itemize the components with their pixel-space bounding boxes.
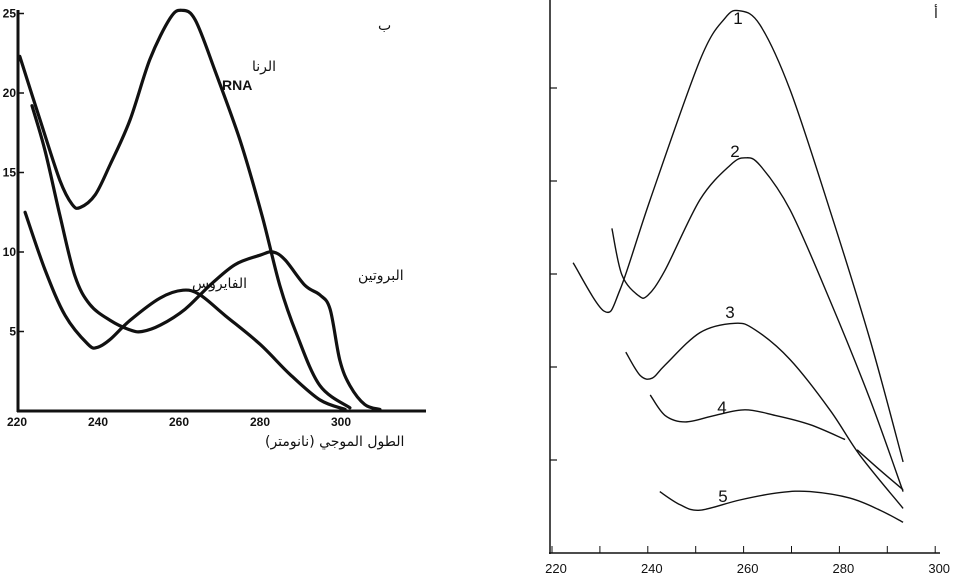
x-tick-label: 300 <box>928 561 950 576</box>
panel-label-a: أ <box>934 4 938 22</box>
curve-3 <box>625 322 904 509</box>
chart-b: 220 240 260 280 300 5 10 15 20 25 ب الرنا RNA الب… <box>3 7 426 450</box>
x-tick-label: 240 <box>641 561 663 576</box>
x-tick-label: 220 <box>545 561 567 576</box>
curve-label-3: 3 <box>725 303 734 322</box>
x-tick-label: 220 <box>7 415 27 429</box>
curve-1 <box>572 9 904 463</box>
x-tick-label: 240 <box>88 415 108 429</box>
chart-a: 220 240 260 280 300 1 2 3 4 5 أ <box>545 0 950 576</box>
curve-4 <box>649 394 846 441</box>
curve-label-1: 1 <box>733 9 742 28</box>
label-rna-arabic: الرنا <box>252 59 276 75</box>
curve-protein <box>30 104 382 411</box>
curve-label-5: 5 <box>718 487 727 506</box>
y-tick-label: 20 <box>3 86 17 100</box>
label-rna: RNA <box>222 77 252 93</box>
y-tick-label: 5 <box>9 325 16 339</box>
x-tick-label: 280 <box>833 561 855 576</box>
y-tick-label: 15 <box>3 166 17 180</box>
x-tick-label: 280 <box>250 415 270 429</box>
curve-label-4: 4 <box>717 398 726 417</box>
curve-label-2: 2 <box>730 142 739 161</box>
curve-4-segment <box>856 449 904 491</box>
curve-5 <box>659 490 904 523</box>
curve-2 <box>611 157 904 492</box>
panel-label-b: ب <box>378 18 391 34</box>
x-tick-label: 260 <box>169 415 189 429</box>
curve-virus <box>23 210 347 411</box>
curve-rna <box>18 8 352 410</box>
x-tick-label: 260 <box>737 561 759 576</box>
y-tick-label: 10 <box>3 245 17 259</box>
y-tick-label: 25 <box>3 7 17 21</box>
x-tick-label: 300 <box>331 415 351 429</box>
x-axis-title: الطول الموجي (نانومتر) <box>265 434 404 450</box>
label-virus: الفايروس <box>192 276 247 292</box>
label-protein: البروتين <box>358 268 404 284</box>
